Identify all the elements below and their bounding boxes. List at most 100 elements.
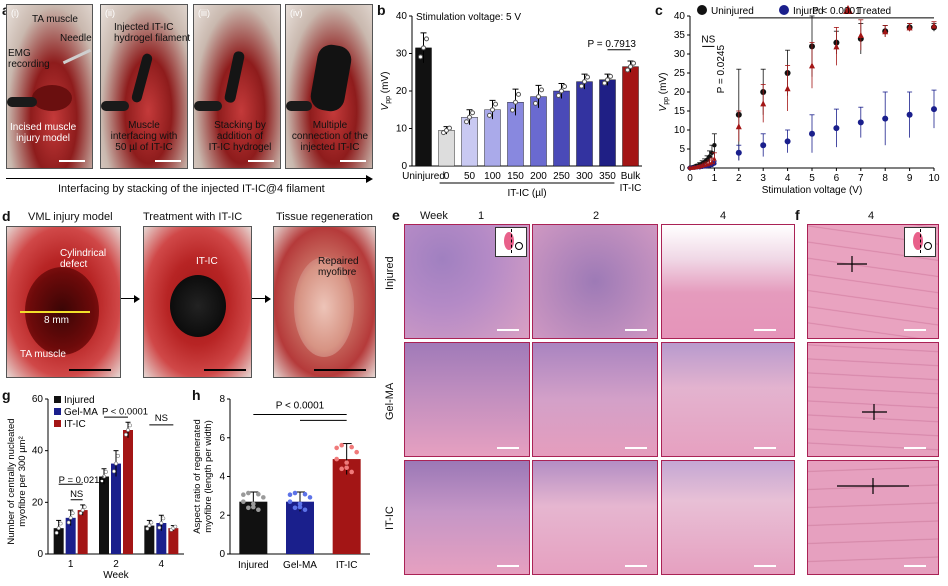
y-tick-label: 20 [674,87,686,98]
x-tick-label: Gel-MA [283,560,317,571]
stage-ii: (ii) [105,8,115,18]
label-emg: EMG recording [8,48,50,70]
x-tick-label: Uninjured [402,171,445,182]
panel-label-a: a [2,2,10,18]
data-point [58,521,63,526]
legend-marker [697,5,707,15]
panel-a-caption: Interfacing by stacking of the injected … [58,183,325,195]
data-point [307,495,313,500]
data-point [857,119,864,126]
bar [622,66,639,167]
bar [99,476,109,554]
scale-bar [754,447,776,449]
data-point [631,60,636,66]
x-tick-label: 1 [712,173,718,184]
data-point [78,511,83,516]
y-tick-label: 30 [674,49,686,60]
scale-bar [754,329,776,331]
label-injected: Injected IT-IC hydrogel filament [114,22,191,44]
data-point [464,119,469,125]
data-point [241,499,246,504]
x-tick-label: 300 [576,171,593,182]
data-point [292,490,298,496]
data-point [809,62,815,69]
data-point [833,125,840,132]
e-row-injured: Injured [384,256,396,290]
x-tick-label: 1 [68,559,74,570]
x-tick-label: 8 [882,173,888,184]
he-image [661,342,795,457]
data-point [513,99,518,105]
data-point [80,508,85,512]
label-incised: Incised muscle injury model [10,122,77,144]
mm-line [20,311,90,313]
data-point [421,45,426,51]
panel-label-b: b [377,2,386,18]
x-tick-label: 4 [785,173,791,184]
data-point [447,125,452,131]
x-tick-label: 2 [736,173,742,184]
f-week: 4 [868,210,875,222]
data-point [628,64,633,70]
data-point [707,160,712,166]
y-tick-label: 15 [674,106,686,117]
bar [553,90,570,167]
data-point [536,94,541,100]
x-tick-label: 5 [809,173,815,184]
y-tick-label: 35 [674,30,686,41]
data-point [344,460,349,465]
annotation-voltage: Stimulation voltage: 5 V [416,12,521,23]
d-arrowhead-1 [134,295,140,303]
y-tick-label: 0 [37,549,43,560]
label-rep: Repaired myofibre [318,256,359,278]
x-tick-label: 150 [507,171,524,182]
d-arrow-1 [121,298,135,299]
data-point [579,83,584,89]
data-point [251,501,256,507]
e-row-itic: IT-IC [384,506,396,530]
data-point [126,428,130,432]
x-axis-label-right: IT-IC [620,183,642,194]
y-tick-label: 40 [32,446,44,457]
legend-label: Injured [793,6,824,17]
annotation-p0001: P < 0.0001 [812,6,861,17]
data-point [559,88,564,94]
stage-i: (i) [11,8,19,18]
panel-label-h: h [192,387,201,403]
data-point [707,154,712,159]
legend-label: IT-IC [64,419,86,430]
annotation-ns: NS [701,35,715,46]
annotation-p0215: P = 0.0215 [59,475,105,486]
data-point [585,74,590,80]
y-tick-label: 25 [674,68,686,79]
data-point [114,461,118,466]
bar [168,528,179,554]
x-tick-label: 7 [858,173,864,184]
data-point [784,138,791,145]
data-point [490,107,495,113]
data-point [124,432,128,437]
data-point [424,36,429,42]
x-tick-label: 350 [599,171,616,182]
y-tick-label: 20 [396,86,408,97]
p-value: P = 0.7913 [588,39,637,50]
f-measure-arrows [837,256,909,494]
y-tick-label: 0 [679,163,685,174]
x-tick-label: 100 [484,171,501,182]
data-point [602,80,607,86]
d-arrowhead-2 [265,295,271,303]
label-needle: Needle [60,33,92,44]
he-image [661,224,795,339]
y-tick-label: 30 [396,49,408,60]
d-title-2: Treatment with IT-IC [143,211,243,223]
he-image [404,224,530,339]
data-point [857,32,864,38]
legend-marker [779,5,789,15]
x-tick-label: 250 [553,171,570,182]
f-image-1 [807,224,939,339]
data-point [302,491,308,497]
data-point [562,84,567,89]
stage-iv: (iv) [290,8,303,18]
panel-label-g: g [2,387,11,403]
data-point [297,501,303,507]
